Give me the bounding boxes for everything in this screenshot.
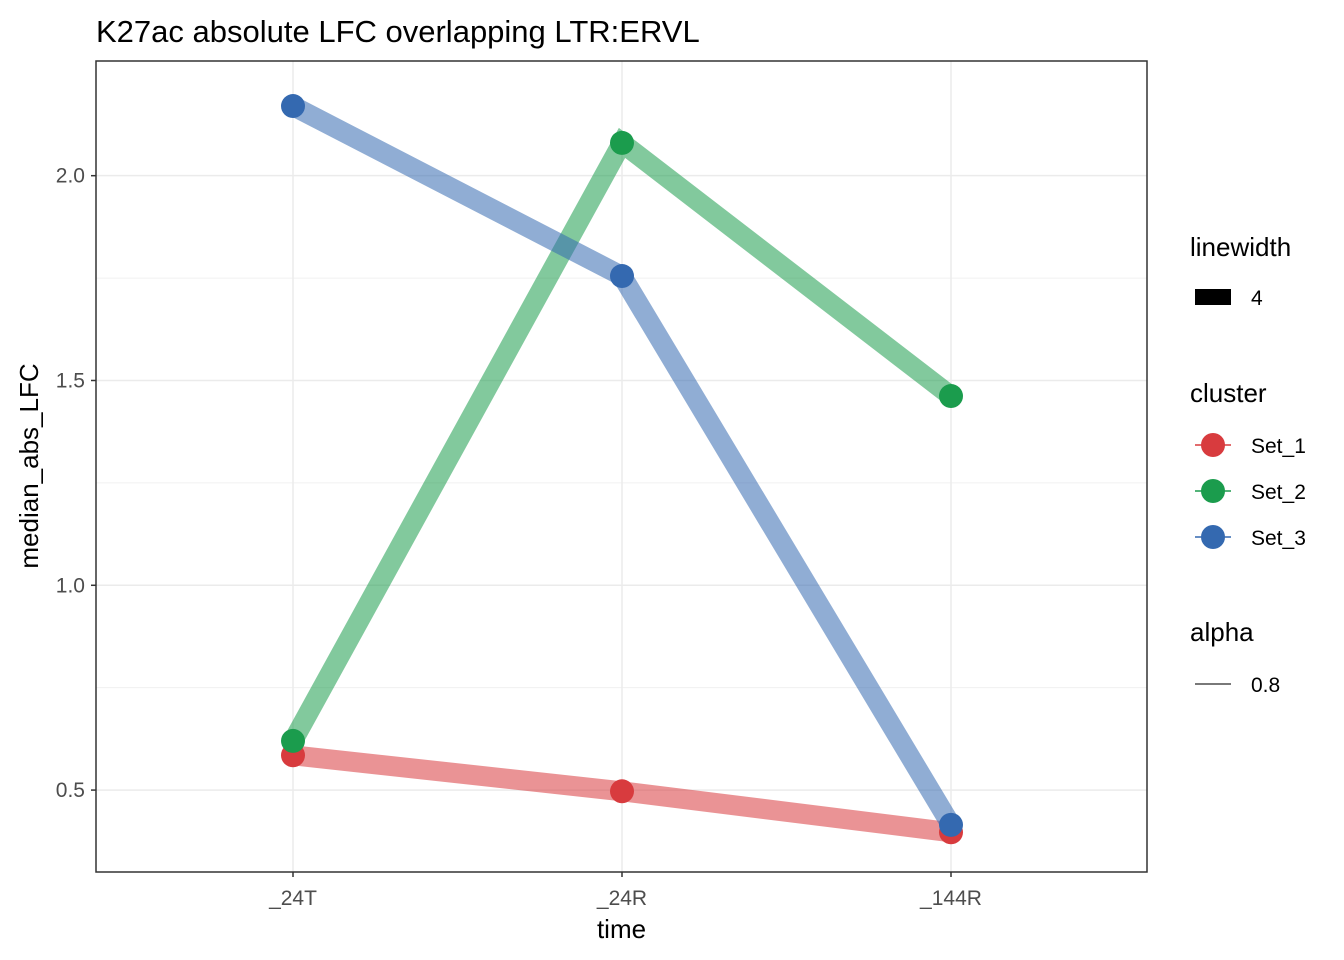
legend-key-point (1201, 433, 1225, 457)
x-axis-title: time (597, 914, 646, 944)
legend: linewidth 4 cluster Set_1 Set_2 Set_3 alph… (1190, 232, 1306, 697)
legend-cluster-items: Set_1 Set_2 Set_3 (1195, 433, 1306, 550)
series-layer (281, 94, 963, 845)
legend-label-Set_2: Set_2 (1251, 481, 1306, 504)
y-axis-title: median_abs_LFC (14, 363, 44, 568)
legend-alpha-title: alpha (1190, 617, 1254, 647)
legend-alpha-label: 0.8 (1251, 674, 1280, 697)
chart-title: K27ac absolute LFC overlapping LTR:ERVL (96, 14, 700, 49)
x-tick-label: _144R (919, 887, 982, 910)
x-tick-label: _24R (596, 887, 647, 910)
legend-linewidth-title: linewidth (1190, 232, 1291, 262)
data-point-Set_2 (939, 384, 963, 409)
data-point-Set_2 (281, 728, 305, 753)
y-tick-label: 0.5 (56, 779, 85, 802)
x-tick-label: _24T (268, 887, 317, 910)
legend-cluster-title: cluster (1190, 378, 1267, 408)
legend-label-Set_3: Set_3 (1251, 527, 1306, 550)
legend-linewidth-label: 4 (1251, 287, 1263, 310)
data-point-Set_2 (610, 130, 634, 155)
y-tick-label: 1.0 (56, 574, 85, 597)
y-tick-label: 2.0 (56, 165, 85, 188)
legend-linewidth-key (1195, 289, 1231, 305)
legend-key-point (1201, 479, 1225, 503)
data-point-Set_3 (281, 94, 305, 119)
data-point-Set_3 (939, 812, 963, 837)
y-tick-label: 1.5 (56, 369, 85, 392)
axis-layer: 0.5 1.0 1.5 2.0 _24T _24R _144R (56, 165, 982, 910)
legend-label-Set_1: Set_1 (1251, 435, 1306, 458)
data-point-Set_1 (610, 779, 634, 804)
data-point-Set_3 (610, 264, 634, 289)
legend-key-point (1201, 525, 1225, 549)
